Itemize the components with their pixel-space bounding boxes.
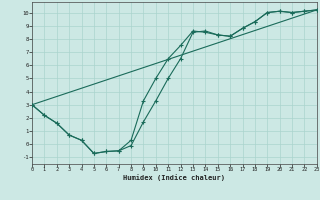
X-axis label: Humidex (Indice chaleur): Humidex (Indice chaleur) — [124, 174, 225, 181]
